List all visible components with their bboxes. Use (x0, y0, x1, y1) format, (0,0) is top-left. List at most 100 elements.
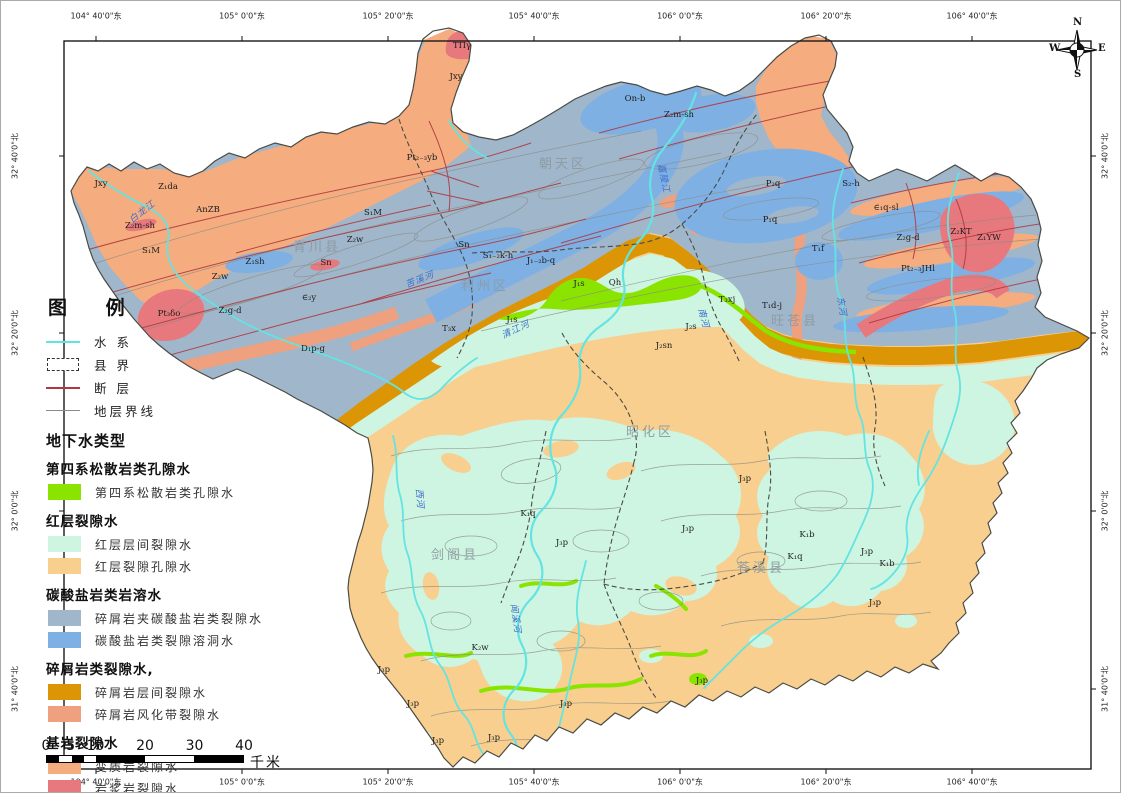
geo-unit-label: Z₁sh (245, 257, 265, 267)
scale-bar-unit: 千米 (250, 755, 282, 771)
legend-item: 红层裂隙孔隙水 (46, 555, 301, 577)
county-name-label: 利州区 (461, 279, 509, 294)
geo-unit-label: J₃p (487, 733, 501, 743)
longitude-label-top: 104° 40'0"东 (70, 11, 122, 21)
legend-item-label: 第四系松散岩类孔隙水 (95, 485, 236, 500)
longitude-label-bottom: 104° 40'0"东 (70, 777, 122, 787)
legend-swatch-blue (48, 632, 81, 648)
compass-east-label: E (1098, 43, 1106, 54)
geo-unit-label: Z₂w (212, 272, 229, 282)
longitude-label-top: 105° 40'0"东 (508, 11, 560, 21)
geo-unit-label: S₁M (364, 208, 382, 218)
county-name-label: 青川县 (293, 240, 341, 255)
legend-swatch-weathered (48, 706, 81, 722)
geo-unit-label: T₃xj (719, 295, 736, 305)
legend-swatch-magmatic (48, 780, 81, 792)
latitude-label-right: 31° 40'0"北 (1100, 666, 1110, 712)
latitude-label-right: 32° 40'0"北 (1100, 133, 1110, 179)
legend-item-label: 变质岩裂隙水 (95, 759, 180, 774)
legend-swatch-tan (48, 558, 81, 574)
geo-unit-label: J₁s (505, 315, 517, 325)
compass-south-label: S (1074, 69, 1082, 80)
geo-unit-label: J₃p (738, 474, 752, 484)
legend-panel: 图 例 水 系县 界断 层地层界线 地下水类型 第四系松散岩类孔隙水 第四系松散岩… (46, 293, 301, 792)
geo-unit-label: J₂sn (655, 341, 673, 351)
compass-north-label: N (1073, 17, 1083, 28)
longitude-label-bottom: 105° 20'0"东 (362, 777, 414, 787)
scale-bar-graphic (46, 755, 244, 763)
geo-unit-label: Z₂g-d (896, 233, 920, 243)
geo-unit-label: Z₁YW (977, 233, 1001, 243)
geo-unit-label: J₁₋₂b-q (526, 256, 556, 266)
river-name-label: 西河 (413, 488, 426, 510)
scale-tick-label: 40 (235, 738, 253, 754)
latitude-label-left: 32° 20'0"北 (10, 310, 20, 356)
legend-item: 碎屑岩夹碳酸盐岩类裂隙水 (46, 607, 301, 629)
legend-group-header: 碳酸盐岩类岩溶水 (46, 588, 162, 604)
geo-unit-label: ∈₂y (302, 293, 317, 303)
legend-item: 碎屑岩层间裂隙水 (46, 681, 301, 703)
legend-line-label: 地层界线 (94, 404, 157, 419)
county-name-label: 剑阁县 (431, 547, 479, 563)
geo-unit-label: S₁₋₂k-h (483, 251, 514, 261)
scale-tick-label: 0 (41, 738, 51, 754)
geo-unit-label: T₁f (812, 244, 825, 254)
geo-unit-label: D₁p-g (301, 344, 326, 354)
legend-line-label: 水 系 (94, 335, 132, 350)
legend-item: 红层层间裂隙水 (46, 533, 301, 555)
geo-unit-label: Pt₃δo (158, 309, 181, 319)
legend-line-item-fault: 断 层 (46, 376, 301, 399)
geo-unit-label: J₂s (684, 322, 696, 332)
geo-unit-label: J₃p (681, 524, 695, 534)
legend-item: 第四系松散岩类孔隙水 (46, 481, 301, 503)
groundwater-type-title: 地下水类型 (46, 432, 127, 450)
legend-group-header: 第四系松散岩类孔隙水 (46, 462, 191, 478)
county-name-label: 昭化区 (626, 425, 674, 440)
geo-unit-label: S₂-h (842, 179, 860, 189)
legend-group-header: 碎屑岩类裂隙水, (46, 662, 154, 678)
geo-unit-label: J₃p (406, 699, 420, 709)
legend-group-header: 基岩裂隙水 (46, 736, 119, 752)
geo-unit-label: Sn (458, 240, 470, 250)
scale-bar: 0 5 10 20 30 40 千米 (42, 738, 286, 771)
legend-item-label: 红层裂隙孔隙水 (95, 559, 194, 574)
longitude-label-top: 106° 40'0"东 (946, 11, 998, 21)
scale-bar-segment (145, 756, 194, 762)
river-name-label: 东河 (834, 296, 848, 319)
scale-bar-segment (71, 756, 84, 762)
legend-line-item-strata: 地层界线 (46, 399, 301, 422)
scale-bar-numbers: 0 5 10 20 30 40 (42, 738, 253, 755)
legend-swatch-mint (48, 536, 81, 552)
legend-item-label: 碎屑岩风化带裂隙水 (95, 707, 222, 722)
geo-unit-label: J₃p (431, 736, 445, 746)
latitude-label-right: 32° 0'0"北 (1100, 490, 1110, 532)
region-outline (70, 27, 1090, 768)
geo-unit-label: AnZB (195, 205, 220, 215)
legend-title: 图 例 (48, 297, 141, 319)
legend-item: 碳酸盐岩类裂隙溶洞水 (46, 629, 301, 651)
scale-tick-label: 5 (66, 738, 76, 754)
geo-unit-label: Pt₂₋₃yb (407, 153, 438, 163)
geo-unit-label: Jxy (448, 72, 462, 82)
fault-symbol (46, 386, 80, 389)
geo-unit-label: J₃p (559, 699, 573, 709)
geo-unit-label: S₁M (142, 246, 160, 256)
county-name-label: 苍溪县 (737, 561, 785, 576)
geo-unit-label: Sn (320, 258, 332, 268)
legend-group-header: 红层裂隙水 (46, 514, 119, 530)
legend-line-item-river: 水 系 (46, 330, 301, 353)
geo-unit-label: TΠγ (453, 41, 471, 51)
latitude-label-left: 32° 40'0"北 (10, 133, 20, 179)
scale-bar-segment (59, 756, 72, 762)
longitude-label-bottom: 106° 20'0"东 (800, 777, 852, 787)
river-symbol (46, 340, 80, 343)
geo-unit-label: Qh (609, 278, 622, 288)
geo-unit-label: Z₂w (347, 235, 364, 245)
legend-item-label: 碎屑岩夹碳酸盐岩类裂隙水 (95, 611, 264, 626)
longitude-label-top: 106° 0'0"东 (657, 11, 703, 21)
longitude-label-top: 105° 0'0"东 (219, 11, 265, 21)
geo-unit-label: Z₂KT (950, 227, 972, 237)
latitude-label-left: 31° 40'0"北 (10, 666, 20, 712)
latitude-label-right: 32° 20'0"北 (1100, 310, 1110, 356)
